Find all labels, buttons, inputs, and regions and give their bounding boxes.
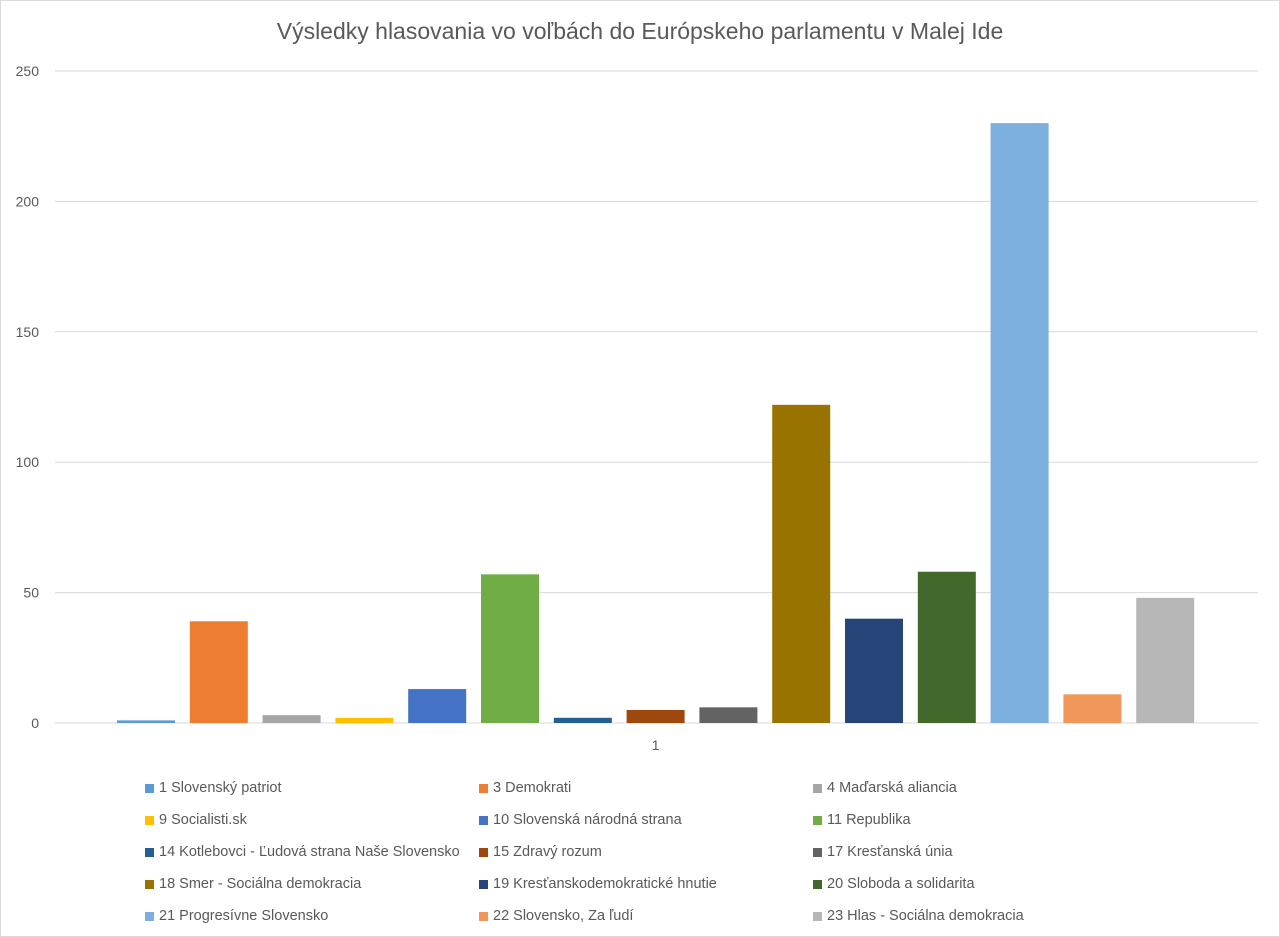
legend-label: 14 Kotlebovci - Ľudová strana Naše Slove…	[159, 844, 460, 860]
legend-label: 3 Demokrati	[493, 780, 572, 796]
legend-item: 17 Kresťanská únia	[813, 836, 1145, 868]
bar-12	[917, 571, 976, 723]
legend-label: 4 Maďarská aliancia	[827, 780, 957, 796]
y-tick-label: 150	[16, 324, 40, 340]
legend-item: 1 Slovenský patriot	[145, 772, 479, 804]
legend-item: 9 Socialisti.sk	[145, 804, 479, 836]
legend-item: 22 Slovensko, Za ľudí	[479, 900, 813, 932]
legend-swatch	[813, 847, 822, 857]
legend-item: 3 Demokrati	[479, 772, 813, 804]
chart-title: Výsledky hlasovania vo voľbách do Európs…	[276, 18, 1004, 44]
legend-swatch	[145, 911, 154, 921]
legend-swatch	[813, 815, 822, 825]
legend-swatch	[145, 783, 154, 793]
legend-swatch	[145, 879, 154, 889]
legend-label: 23 Hlas - Sociálna demokracia	[827, 908, 1024, 924]
legend-label: 10 Slovenská národná strana	[493, 812, 682, 828]
bar-4	[335, 717, 394, 723]
plot-area: 0 50 100 150 200 250 1	[16, 63, 1258, 753]
y-axis-ticks: 0 50 100 150 200 250	[16, 63, 40, 731]
legend-label: 1 Slovenský patriot	[159, 780, 282, 796]
legend-item: 4 Maďarská aliancia	[813, 772, 1145, 804]
y-tick-label: 0	[31, 715, 39, 731]
legend-swatch	[813, 911, 822, 921]
legend-item: 23 Hlas - Sociálna demokracia	[813, 900, 1145, 932]
bars	[117, 123, 1195, 723]
bar-13	[990, 123, 1049, 723]
legend-item: 14 Kotlebovci - Ľudová strana Naše Slove…	[145, 836, 479, 868]
legend-label: 20 Sloboda a solidarita	[827, 876, 975, 892]
legend-label: 21 Progresívne Slovensko	[159, 908, 329, 924]
y-tick-label: 200	[16, 193, 40, 209]
y-tick-label: 100	[16, 454, 40, 470]
bar-11	[845, 618, 903, 723]
bar-1	[117, 720, 175, 723]
legend-swatch	[479, 815, 488, 825]
legend-label: 19 Kresťanskodemokratické hnutie	[493, 876, 717, 892]
legend-swatch	[479, 847, 488, 857]
legend-label: 15 Zdravý rozum	[493, 844, 602, 860]
legend-item: 21 Progresívne Slovensko	[145, 900, 479, 932]
legend-swatch	[145, 815, 154, 825]
bar-9	[699, 707, 758, 723]
bar-14	[1063, 694, 1122, 723]
y-tick-label: 250	[16, 63, 40, 79]
legend-swatch	[813, 783, 822, 793]
legend-swatch	[479, 879, 488, 889]
bar-6	[481, 574, 539, 723]
legend-swatch	[813, 879, 822, 889]
legend-item: 18 Smer - Sociálna demokracia	[145, 868, 479, 900]
legend-label: 17 Kresťanská únia	[827, 844, 953, 860]
bar-5	[408, 689, 467, 723]
gridlines	[55, 70, 1258, 724]
x-axis-ticks: 1	[652, 737, 660, 753]
legend-label: 22 Slovensko, Za ľudí	[493, 908, 634, 924]
legend-label: 18 Smer - Sociálna demokracia	[159, 876, 362, 892]
legend-label: 9 Socialisti.sk	[159, 812, 247, 828]
legend-item: 19 Kresťanskodemokratické hnutie	[479, 868, 813, 900]
bar-2	[189, 621, 248, 723]
legend-label: 11 Republika	[827, 812, 911, 828]
legend-item: 10 Slovenská národná strana	[479, 804, 813, 836]
legend-item: 20 Sloboda a solidarita	[813, 868, 1145, 900]
x-tick-label: 1	[652, 737, 660, 753]
legend-item: 11 Republika	[813, 804, 1145, 836]
bar-8	[626, 709, 685, 723]
bar-7	[553, 717, 612, 723]
legend-swatch	[479, 783, 488, 793]
y-tick-label: 50	[23, 585, 39, 601]
legend: 1 Slovenský patriot 3 Demokrati 4 Maďarská…	[145, 772, 1145, 932]
legend-swatch	[145, 847, 154, 857]
bar-3	[262, 715, 321, 723]
bar-10	[772, 404, 831, 723]
bar-15	[1136, 597, 1195, 723]
legend-swatch	[479, 911, 488, 921]
legend-item: 15 Zdravý rozum	[479, 836, 813, 868]
